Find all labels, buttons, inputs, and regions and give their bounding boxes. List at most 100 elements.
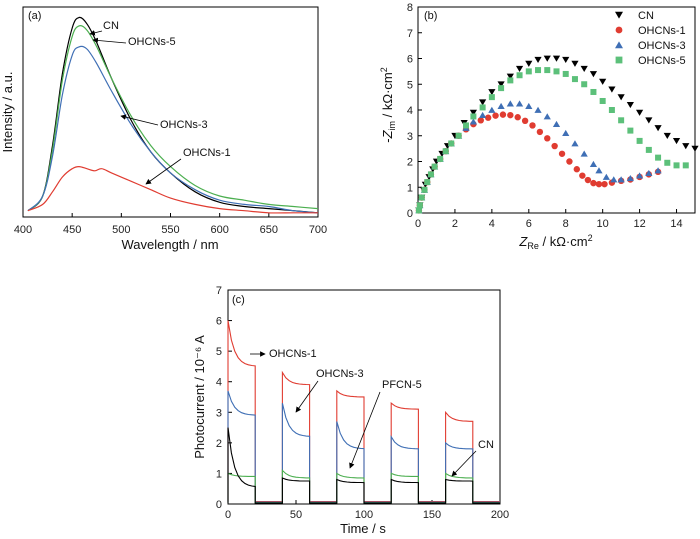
data-point: [617, 176, 625, 183]
y-tick-label: 5: [407, 79, 413, 91]
panel-c-photocurrent: (c) 0 50 100 150 200 0 1 2 3 4 5 6 7 Time / s Photoc…: [192, 285, 509, 536]
y-tick-label: 1: [216, 468, 222, 480]
legend-label: OHCNs-1: [638, 25, 686, 37]
annotation-ohcns-3: OHCNs-3: [160, 119, 208, 131]
annotation-arrow-ohcns-5: [92, 37, 127, 44]
data-point: [506, 73, 514, 80]
data-point: [525, 102, 533, 110]
data-point: [566, 158, 573, 165]
data-point: [645, 146, 652, 153]
annotation-ohcns-5: OHCNs-5: [128, 36, 176, 48]
y-tick-label: 0: [216, 499, 222, 511]
panel-b-ylabel: -Zim / kΩ·cm2: [379, 67, 397, 143]
data-point: [558, 150, 566, 157]
x-tick-label: 8: [563, 218, 569, 230]
series-points-ohcns-3: [415, 100, 662, 214]
x-tick-label: 700: [309, 224, 327, 236]
y-tick-label: 1: [407, 182, 413, 194]
legend-label: CN: [638, 10, 654, 22]
x-tick-label: 150: [423, 509, 441, 521]
data-point: [581, 81, 588, 88]
x-tick-label: 0: [415, 218, 421, 230]
data-point: [636, 172, 644, 179]
annotation-ohcns-1: OHCNs-1: [183, 147, 231, 159]
y-tick-label: 0: [407, 208, 413, 220]
data-point: [627, 127, 634, 134]
x-tick-label: 6: [526, 218, 532, 230]
data-point: [573, 166, 581, 173]
series-line-ohcns-3: [227, 390, 500, 503]
annotation-arrow-c-ohcns-3: [295, 380, 319, 413]
data-point: [580, 65, 588, 73]
data-point: [608, 107, 615, 113]
data-point: [427, 171, 434, 178]
y-tick-label: 8: [407, 2, 413, 14]
y-tick-label: 5: [216, 346, 222, 358]
data-point: [516, 72, 523, 79]
panel-b-label: (b): [424, 10, 437, 22]
series-line-pfcn-5: [227, 469, 500, 504]
data-point: [562, 56, 570, 64]
data-point: [498, 85, 505, 92]
series-line-cn: [27, 16, 319, 214]
data-point: [418, 194, 425, 201]
data-point: [506, 100, 514, 107]
y-tick-label: 2: [216, 438, 222, 450]
data-point: [442, 148, 449, 155]
data-point: [562, 129, 570, 137]
data-point: [654, 167, 662, 174]
panel-a-xlabel: Wavelength / nm: [121, 237, 218, 252]
x-tick-label: 14: [670, 218, 682, 230]
series-line-ohcns-5: [27, 25, 319, 212]
data-point: [488, 106, 496, 113]
data-point: [507, 111, 514, 119]
data-point: [552, 120, 561, 128]
data-point: [636, 137, 643, 144]
y-tick-label: 7: [407, 28, 413, 40]
data-point: [590, 179, 597, 187]
data-point: [448, 140, 455, 147]
data-point: [584, 176, 592, 184]
series-points-ohcns-5: [415, 67, 689, 214]
data-point: [645, 169, 653, 176]
panel-c-xlabel: Time / s: [340, 521, 386, 536]
data-point: [663, 132, 671, 139]
y-tick-label: 4: [216, 377, 222, 389]
data-point: [525, 60, 533, 67]
data-point: [484, 114, 492, 121]
data-point: [534, 56, 542, 64]
data-point: [691, 145, 699, 152]
annotation-arrow-ohcns-1: [145, 158, 182, 185]
y-tick-label: 3: [216, 407, 222, 419]
x-tick-label: 12: [633, 218, 645, 230]
panel-c-series: [227, 320, 500, 504]
annotation-arrow-c-cn: [451, 450, 477, 477]
legend-label: OHCNs-5: [638, 55, 686, 67]
data-point: [515, 65, 524, 73]
data-point: [424, 179, 431, 186]
annotation-arrow-ohcns-3: [120, 114, 159, 126]
panel-b-xlabel: ZRe / kΩ·cm2: [518, 233, 592, 251]
data-point: [525, 68, 532, 75]
data-point: [543, 113, 551, 120]
data-point: [529, 122, 536, 129]
data-point: [543, 55, 551, 62]
panel-a-label: (a): [28, 10, 41, 22]
x-tick-label: 450: [63, 224, 81, 236]
x-tick-label: 400: [14, 224, 32, 236]
x-tick-label: 100: [355, 509, 373, 521]
data-point: [515, 100, 524, 107]
data-point: [455, 132, 462, 139]
data-point: [589, 71, 598, 78]
panel-a-ylabel: Intensity / a.u.: [0, 72, 15, 153]
x-tick-label: 2: [452, 218, 458, 230]
data-point: [552, 55, 561, 62]
data-point: [655, 154, 662, 161]
data-point: [617, 94, 625, 101]
data-point: [682, 162, 689, 169]
x-tick-label: 4: [489, 218, 495, 230]
annotation-arrow-cn: [89, 30, 103, 36]
x-tick-label: 200: [491, 509, 509, 521]
